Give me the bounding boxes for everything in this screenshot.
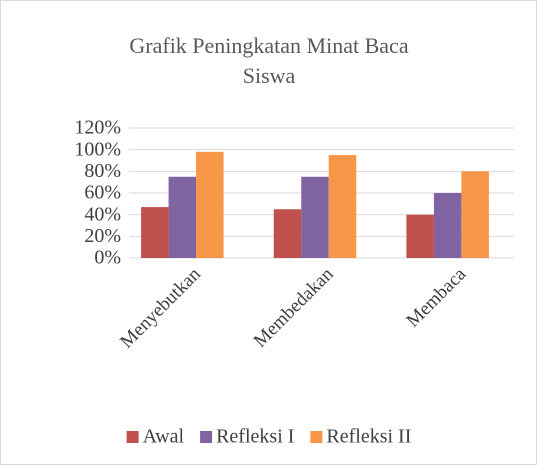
legend-label: Awal [143,426,185,448]
legend-label: Refleksi II [326,426,411,448]
x-tick-label: Membaca [402,263,470,331]
legend-swatch [126,431,139,443]
y-tick-label: 80% [84,160,121,182]
y-tick-label: 100% [74,138,121,160]
x-tick-label: Menyebutkan [116,263,205,352]
bar [196,151,224,258]
y-tick-label: 120% [74,117,121,139]
y-tick-label: 0% [94,247,121,269]
bar [273,209,302,258]
legend-swatch [310,431,323,443]
bar [433,193,462,258]
y-tick-label: 20% [84,225,121,247]
chart-title: Grafik Peningkatan Minat Baca Siswa [129,33,409,88]
legend-label: Refleksi I [216,426,294,448]
bar [328,155,357,258]
y-tick-label: 60% [84,182,121,204]
bar [141,207,169,258]
bar [406,214,434,258]
legend-swatch [200,431,213,443]
y-tick-label: 40% [84,203,121,225]
bar [301,176,329,258]
bar [168,176,197,258]
x-tick-label: Membedakan [250,263,338,351]
bar [461,171,489,258]
